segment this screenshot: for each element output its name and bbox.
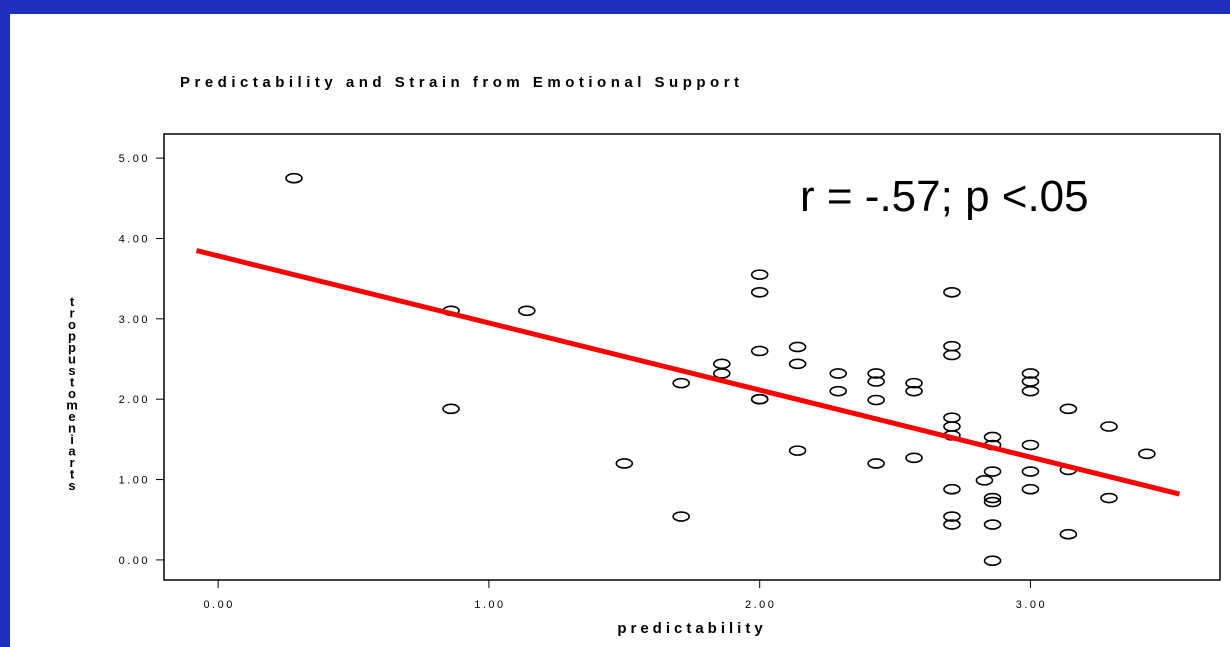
scatter-chart: Predictability and Strain from Emotional… [66,74,1221,637]
data-point [867,376,885,387]
y-label-glyph: r [69,455,74,470]
data-point [983,431,1002,443]
y-label-glyph: p [68,340,76,355]
data-point [750,393,769,405]
y-label-glyph: e [68,409,75,424]
data-point [983,555,1002,567]
data-point [1138,448,1156,460]
x-tick-label: 0.00 [203,599,234,611]
chart-title: Predictability and Strain from Emotional… [180,74,744,91]
data-point [943,421,961,432]
data-point [712,358,731,370]
data-points [285,172,1156,567]
data-point [867,368,885,379]
data-point [1021,466,1040,477]
data-point [943,340,961,352]
y-tick-label: 0.00 [119,555,150,567]
data-point [750,269,769,280]
data-point [788,445,807,456]
data-point [943,511,961,522]
data-point [1100,421,1118,432]
data-point [867,394,885,406]
x-tick-label: 3.00 [1016,599,1047,611]
y-label-glyph: o [68,386,76,401]
y-axis: 0.00 1.00 2.00 3.00 4.00 5.00 [119,153,164,567]
y-label-glyph: n [68,421,76,436]
y-label-glyph: m [66,398,78,413]
data-point [750,287,769,298]
data-point [1059,528,1078,540]
y-label-glyph: p [68,329,76,344]
slide: Predictability and Strain from Emotional… [10,14,1230,647]
y-label-glyph: a [68,444,76,459]
y-tick-label: 4.00 [119,233,150,245]
data-point [943,349,961,361]
y-label-glyph: i [70,432,74,447]
data-point [943,412,961,423]
y-label-glyph: t [70,294,75,309]
data-point [943,483,961,495]
data-point [788,358,807,370]
data-point [615,458,634,469]
y-label-glyph: t [70,467,75,482]
data-point [983,466,1002,477]
y-label-glyph: s [68,363,75,378]
data-point [1021,439,1040,451]
data-point [788,341,807,353]
data-point [1021,483,1040,495]
data-point [1059,403,1078,415]
data-point [442,403,460,415]
x-tick-label: 1.00 [474,599,505,611]
data-point [905,385,923,397]
y-tick-label: 5.00 [119,153,150,165]
y-label-glyph: s [68,478,75,493]
y-tick-label: 2.00 [119,394,150,406]
data-point [750,345,769,357]
x-axis: 0.00 1.00 2.00 3.00 [203,580,1047,611]
data-point [867,458,885,469]
data-point [672,377,690,389]
data-point [285,172,303,184]
y-label-glyph: u [68,352,76,367]
y-tick-label: 1.00 [119,475,150,487]
data-point [943,287,961,298]
data-point [712,368,731,379]
correlation-annotation: r = -.57; p <.05 [800,172,1089,221]
data-point [672,511,690,522]
data-point [983,492,1002,504]
data-point [518,305,536,317]
data-point [829,385,848,397]
data-point [1021,368,1040,379]
x-axis-label: predictability [617,620,766,637]
data-point [905,452,923,464]
data-point [905,377,923,389]
data-point [983,496,1002,508]
data-point [943,519,961,530]
data-point [1100,492,1118,504]
y-label-glyph: o [68,317,76,332]
plot-frame [163,133,1221,581]
y-label-glyph: t [70,375,75,390]
data-point [975,475,994,486]
data-point [1021,385,1040,397]
regression-line [195,248,1180,497]
y-label-glyph: r [69,306,74,321]
x-tick-label: 2.00 [745,599,776,611]
data-point [983,519,1002,530]
y-tick-label: 3.00 [119,314,150,326]
data-point [829,368,848,379]
